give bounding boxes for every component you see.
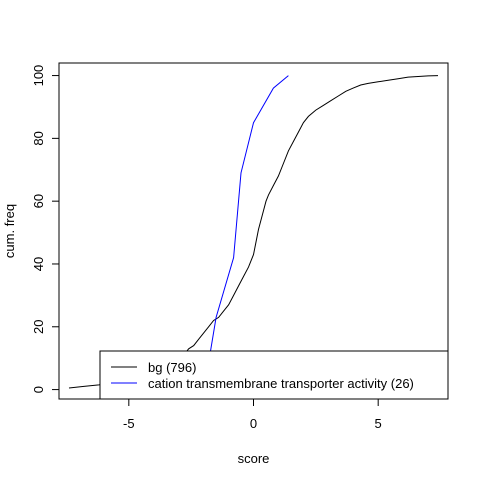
y-axis-label: cum. freq	[2, 204, 17, 258]
y-tick-label: 80	[31, 131, 46, 145]
x-tick-label: 0	[250, 416, 257, 431]
legend-box	[99, 350, 449, 400]
x-axis-label: score	[238, 451, 270, 466]
x-tick-label: -5	[123, 416, 135, 431]
y-tick-label: 100	[31, 65, 46, 87]
legend: bg (796) cation transmembrane transporte…	[99, 350, 449, 400]
y-tick-label: 60	[31, 194, 46, 208]
legend-label-cation: cation transmembrane transporter activit…	[148, 376, 414, 391]
y-tick-label: 20	[31, 320, 46, 334]
y-tick-label: 40	[31, 257, 46, 271]
y-axis: 0 20 40 60 80 100	[31, 65, 60, 393]
x-tick-label: 5	[375, 416, 382, 431]
legend-label-bg: bg (796)	[148, 360, 196, 375]
y-tick-label: 0	[31, 386, 46, 393]
